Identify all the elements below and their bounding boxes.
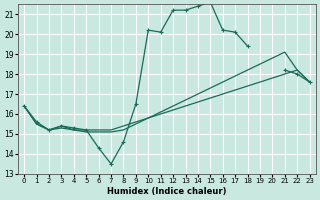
X-axis label: Humidex (Indice chaleur): Humidex (Indice chaleur) [107,187,227,196]
